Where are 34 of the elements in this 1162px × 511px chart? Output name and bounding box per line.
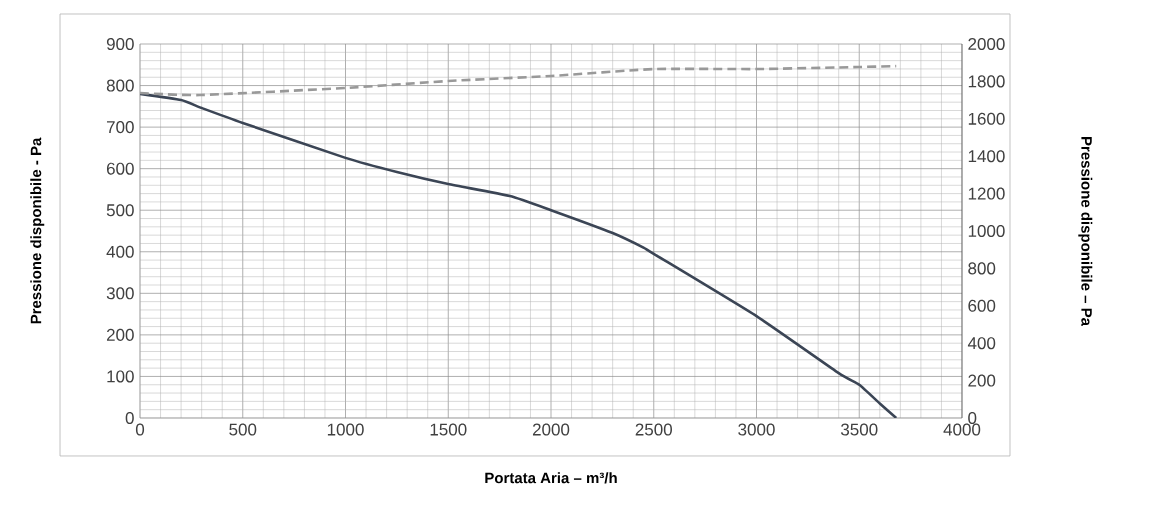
y2-tick-label: 1400 bbox=[968, 150, 1005, 163]
y-tick-label: 400 bbox=[106, 245, 134, 258]
x-axis-title: Portata Aria – m³/h bbox=[485, 472, 617, 484]
y-tick-label: 800 bbox=[106, 79, 134, 92]
x-tick-label: 0 bbox=[135, 423, 145, 436]
y2-tick-label: 200 bbox=[968, 374, 996, 387]
x-tick-label: 1500 bbox=[430, 423, 467, 436]
y-tick-label: 300 bbox=[106, 287, 134, 300]
y-axis-title: Pressione disponibile - Pa bbox=[30, 137, 45, 324]
y-tick-label: 200 bbox=[106, 328, 134, 341]
y2-tick-label: 800 bbox=[968, 262, 996, 275]
y-tick-label: 0 bbox=[125, 411, 134, 425]
x-tick-label: 2500 bbox=[635, 423, 672, 436]
y-tick-label: 900 bbox=[106, 37, 134, 51]
y-tick-label: 500 bbox=[106, 204, 134, 217]
y2-tick-label: 1200 bbox=[968, 187, 1005, 200]
y2-tick-label: 600 bbox=[968, 299, 996, 312]
y-tick-label: 600 bbox=[106, 162, 134, 175]
x-tick-label: 4000 bbox=[943, 423, 981, 436]
y2-axis-title: Pressione disponibile – Pa bbox=[1078, 136, 1093, 327]
x-tick-label: 500 bbox=[229, 423, 257, 436]
y2-tick-label: 1600 bbox=[968, 112, 1005, 125]
y-tick-label: 100 bbox=[107, 370, 134, 383]
y2-tick-label: 2000 bbox=[968, 37, 1005, 51]
x-tick-label: 2000 bbox=[532, 423, 570, 436]
y2-tick-label: 0 bbox=[968, 411, 977, 425]
x-tick-label: 3000 bbox=[738, 423, 775, 436]
x-tick-label: 3500 bbox=[840, 423, 878, 436]
x-tick-label: 1000 bbox=[327, 423, 364, 436]
y2-tick-label: 1800 bbox=[968, 75, 1005, 88]
y2-tick-label: 1000 bbox=[968, 224, 1005, 238]
line-series bbox=[140, 92, 898, 418]
y-tick-label: 700 bbox=[106, 121, 134, 134]
y2-tick-label: 400 bbox=[967, 337, 996, 350]
